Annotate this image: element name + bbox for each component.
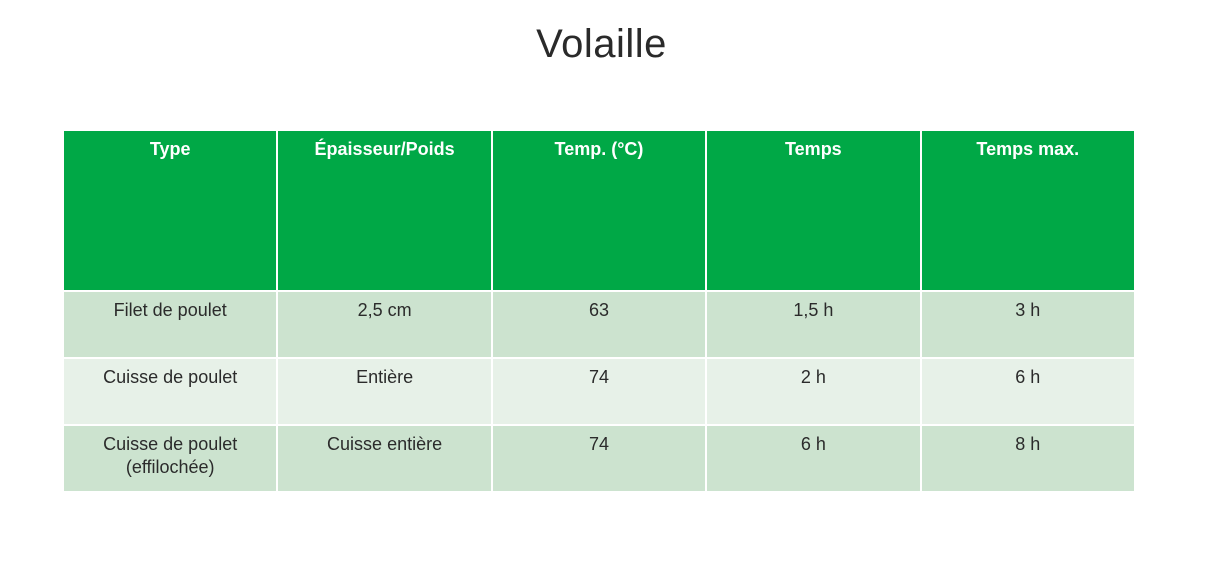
header-time: Temps	[705, 129, 922, 292]
cell-type: Filet de poulet	[61, 290, 279, 359]
table-row: Cuisse de poulet (effilochée) Cuisse ent…	[61, 424, 1137, 493]
header-thickness-weight: Épaisseur/Poids	[276, 129, 493, 292]
cell-max-time: 6 h	[919, 357, 1137, 426]
cell-thickness-weight: Cuisse entière	[276, 424, 493, 493]
cell-time: 6 h	[705, 424, 922, 493]
table-header-row: Type Épaisseur/Poids Temp. (°C) Temps Te…	[61, 129, 1137, 292]
cell-max-time: 8 h	[919, 424, 1137, 493]
page-title: Volaille	[536, 22, 667, 66]
cell-thickness-weight: Entière	[276, 357, 493, 426]
table-row: Filet de poulet 2,5 cm 63 1,5 h 3 h	[61, 290, 1137, 359]
header-type: Type	[61, 129, 279, 292]
cell-time: 2 h	[705, 357, 922, 426]
cell-temperature: 74	[490, 424, 708, 493]
table-row: Cuisse de poulet Entière 74 2 h 6 h	[61, 357, 1137, 426]
header-max-time: Temps max.	[919, 129, 1137, 292]
poultry-table: Type Épaisseur/Poids Temp. (°C) Temps Te…	[61, 129, 1137, 493]
header-temperature: Temp. (°C)	[490, 129, 708, 292]
cell-temperature: 74	[490, 357, 708, 426]
cell-max-time: 3 h	[919, 290, 1137, 359]
cell-type: Cuisse de poulet	[61, 357, 279, 426]
cell-type: Cuisse de poulet (effilochée)	[61, 424, 279, 493]
cell-time: 1,5 h	[705, 290, 922, 359]
cooking-table: Type Épaisseur/Poids Temp. (°C) Temps Te…	[61, 129, 1137, 493]
cell-thickness-weight: 2,5 cm	[276, 290, 493, 359]
cell-temperature: 63	[490, 290, 708, 359]
